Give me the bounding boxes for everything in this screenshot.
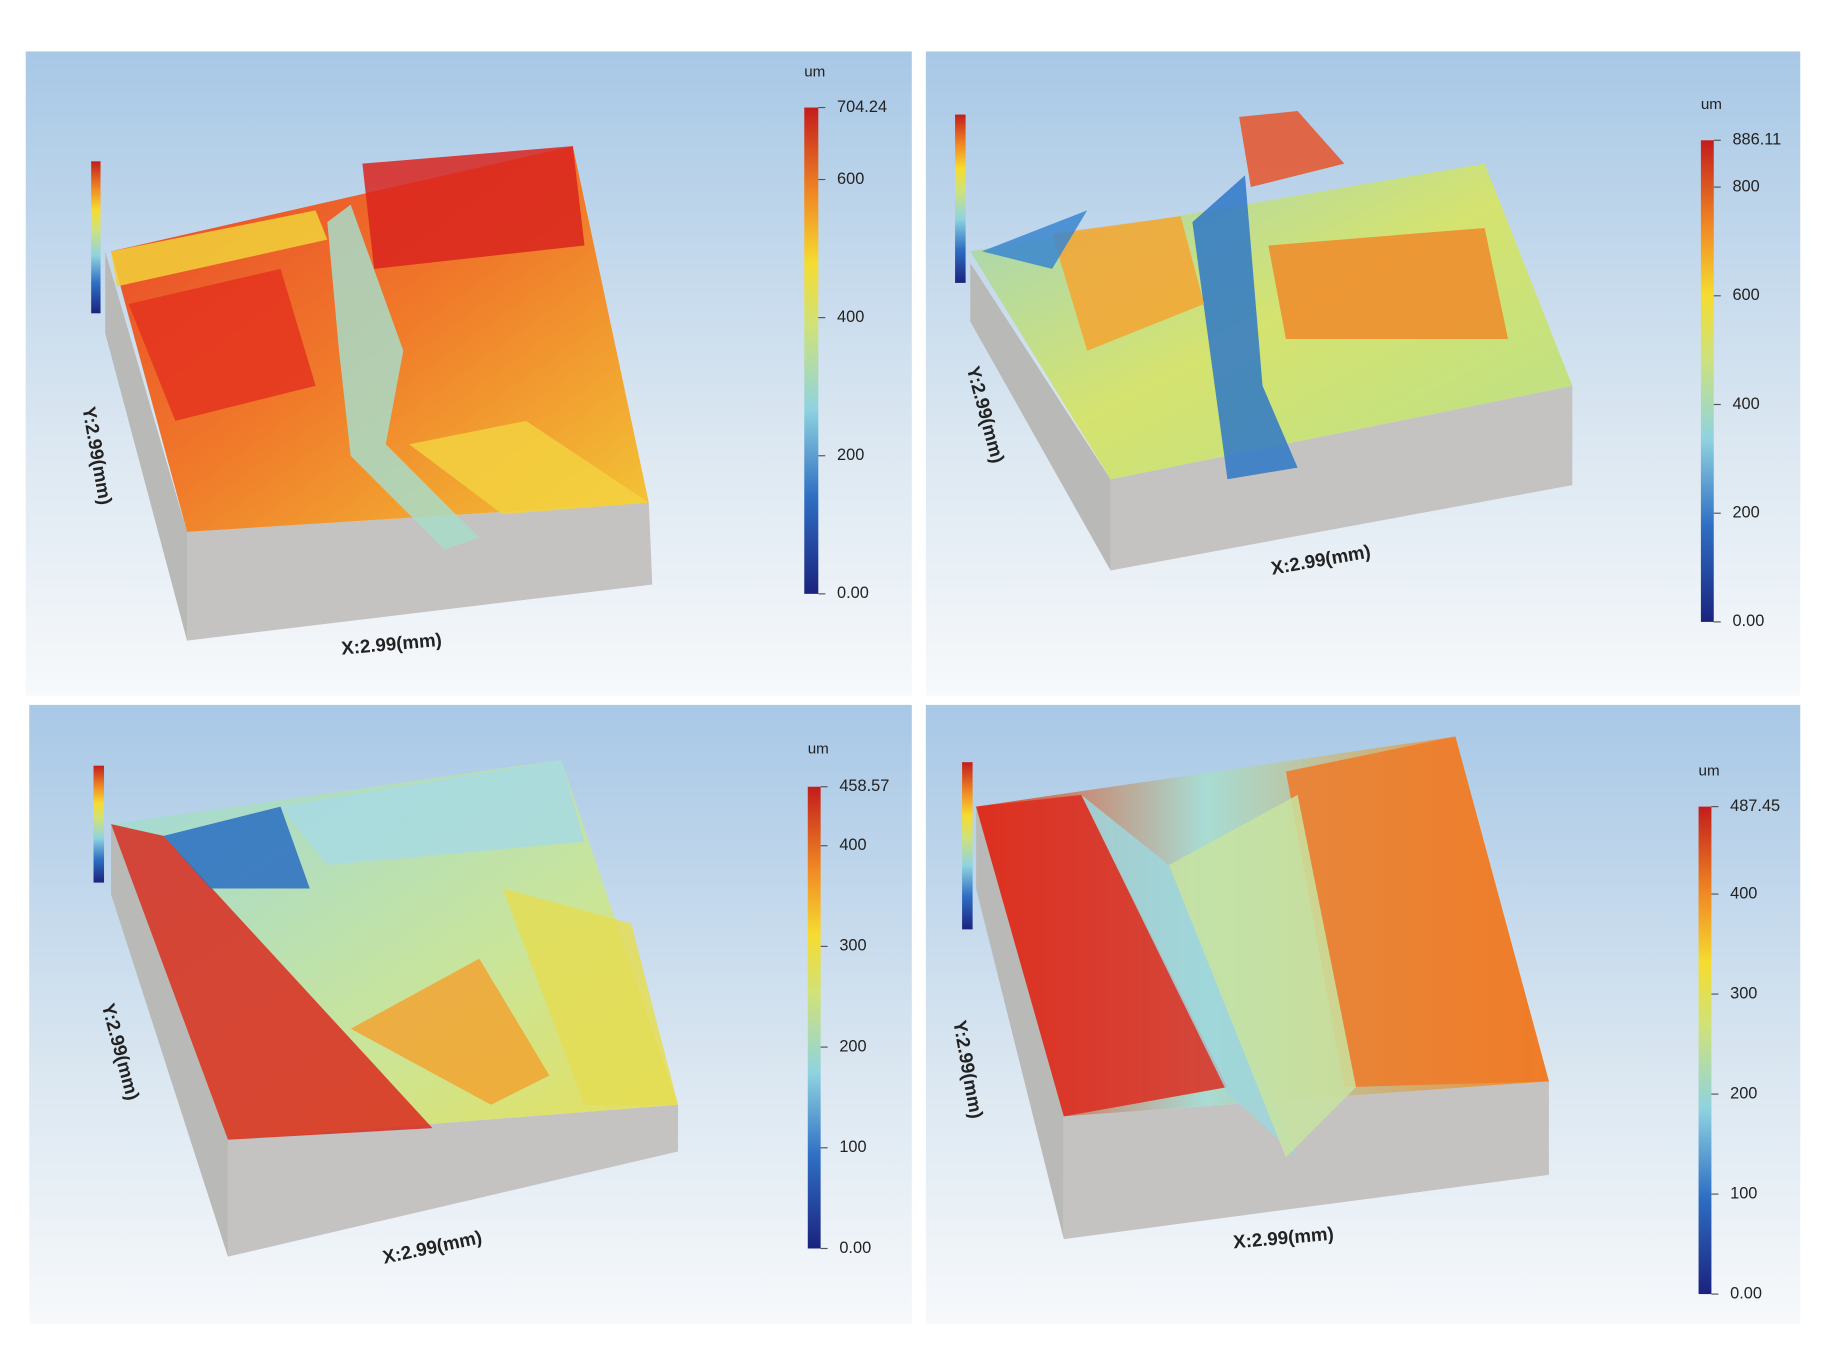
surface-patch: [409, 420, 649, 515]
front-wall: [227, 1104, 679, 1257]
tick-label: 400: [1730, 884, 1757, 902]
colorbar: [804, 107, 819, 594]
surface-patch: [981, 210, 1088, 269]
mini-colorbar: [93, 765, 105, 883]
surface-patch: [1192, 175, 1298, 480]
surface-patch: [1052, 216, 1205, 351]
tick-label: 300: [839, 937, 866, 955]
panel: um0.00100200300400487.45X:2.99(mm)Y:2.99…: [925, 704, 1801, 1325]
tick-label: 200: [1732, 504, 1759, 522]
colorbar: [807, 786, 821, 1249]
side-wall: [976, 806, 1064, 1240]
tick-label: 0.00: [839, 1239, 871, 1257]
surface-patch: [111, 210, 328, 287]
colorbar-title: um: [1699, 763, 1720, 780]
surface-patch: [163, 806, 310, 889]
tick-label: 0.00: [837, 584, 869, 602]
colorbar-title: um: [804, 63, 825, 80]
surface-patch: [128, 268, 316, 421]
tick-label: 300: [1730, 984, 1757, 1002]
surface-patch: [362, 146, 585, 269]
panel: um0.00100200300400458.57X:2.99(mm)Y:2.99…: [29, 704, 912, 1325]
front-wall: [187, 502, 653, 641]
colorbar-title: um: [1701, 96, 1722, 113]
tick-label: 704.24: [837, 98, 887, 116]
tick-label: 400: [1732, 395, 1759, 413]
surface-patch: [1081, 794, 1298, 1158]
front-wall: [1063, 1081, 1549, 1240]
surface-patch: [502, 888, 679, 1105]
surface-patch: [111, 824, 433, 1140]
tick-label: 200: [837, 446, 864, 464]
tick-label: 487.45: [1730, 797, 1780, 815]
mini-colorbar: [962, 762, 973, 930]
tick-label: 200: [839, 1037, 866, 1055]
tick-label: 400: [837, 308, 864, 326]
side-wall: [111, 824, 228, 1257]
side-wall: [970, 263, 1111, 571]
tick-label: 800: [1732, 177, 1759, 195]
mini-colorbar: [91, 161, 101, 314]
tick-label: 100: [839, 1138, 866, 1156]
surface-patch: [976, 794, 1228, 1117]
tick-label: 100: [1730, 1184, 1757, 1202]
mini-colorbar: [955, 114, 966, 283]
surface-patch: [350, 958, 550, 1105]
colorbar: [1698, 806, 1712, 1295]
surface-patch: [280, 759, 585, 866]
surface-patch: [1239, 111, 1345, 188]
side-wall: [105, 251, 188, 641]
panel: um0.00200400600704.24X:2.99(mm)Y:2.99(mm…: [25, 51, 912, 696]
tick-label: 200: [1730, 1084, 1757, 1102]
surface-patch: [327, 204, 480, 550]
colorbar: [1700, 140, 1714, 622]
panel: um0.00200400600800886.11X:2.99(mm)Y:2.99…: [925, 51, 1801, 696]
tick-label: 600: [837, 170, 864, 188]
colorbar-title: um: [808, 740, 829, 757]
surface-patch: [1285, 736, 1549, 1088]
front-wall: [1110, 385, 1573, 571]
tick-label: 0.00: [1732, 612, 1764, 630]
tick-label: 886.11: [1732, 131, 1781, 149]
tick-label: 458.57: [839, 777, 889, 795]
tick-label: 400: [839, 836, 866, 854]
tick-label: 0.00: [1730, 1284, 1762, 1302]
tick-label: 600: [1732, 286, 1759, 304]
surface-patch: [1268, 227, 1509, 340]
panels: um0.00200400600704.24X:2.99(mm)Y:2.99(mm…: [25, 51, 1801, 1325]
surface-patch: [1169, 794, 1357, 1158]
